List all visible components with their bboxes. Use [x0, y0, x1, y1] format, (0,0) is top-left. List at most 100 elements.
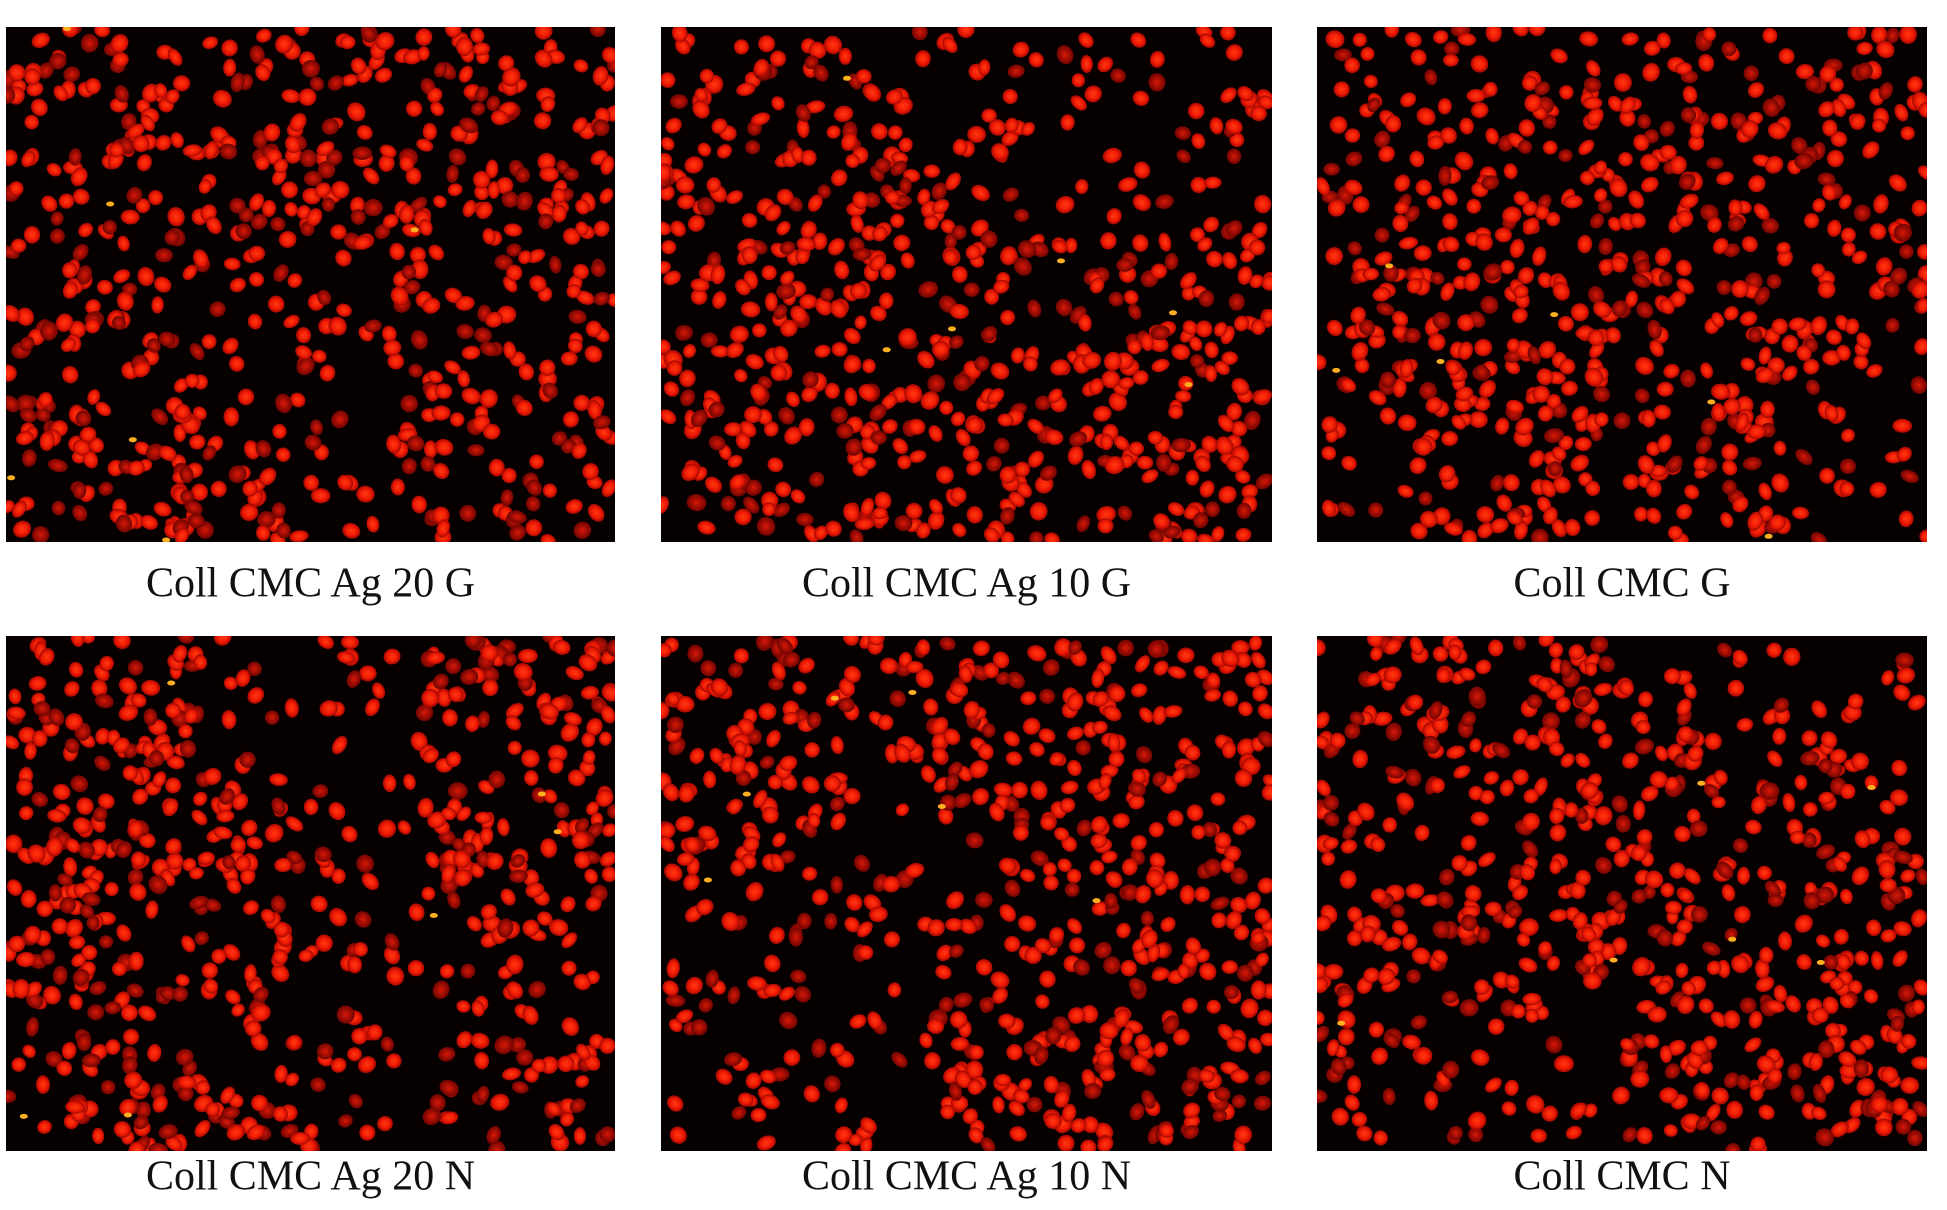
cell-nucleus	[32, 730, 48, 747]
cell-nucleus	[110, 34, 129, 53]
cell-nucleus	[1659, 298, 1675, 315]
cell-nucleus	[1398, 236, 1419, 250]
cell-nucleus	[1257, 877, 1272, 894]
cell-nucleus	[304, 434, 322, 451]
cell-nucleus	[1545, 1035, 1563, 1054]
cell-nucleus	[1325, 247, 1344, 266]
cell-nucleus	[421, 886, 436, 901]
cell-nucleus	[1194, 886, 1211, 903]
cell-nucleus	[1076, 819, 1092, 837]
cell-nucleus	[286, 850, 303, 864]
cell-nucleus	[1103, 351, 1122, 371]
cell-nucleus	[1675, 259, 1692, 277]
cell-nucleus	[1772, 727, 1787, 745]
cell-nucleus	[1676, 278, 1695, 295]
cell-nucleus	[1010, 347, 1025, 364]
cell-nucleus	[1257, 1009, 1272, 1027]
cell-nucleus	[1013, 1089, 1030, 1104]
cell-nucleus	[246, 1124, 266, 1141]
cell-nucleus	[1261, 275, 1272, 291]
cell-nucleus	[1224, 984, 1239, 1000]
cell-nucleus	[1524, 94, 1542, 113]
cell-nucleus	[1451, 415, 1466, 430]
cell-nucleus	[1869, 223, 1887, 240]
cell-nucleus	[1559, 358, 1576, 375]
cell-nucleus	[1186, 804, 1204, 822]
cell-nucleus	[470, 1032, 490, 1049]
cell-nucleus	[193, 791, 208, 806]
cell-nucleus	[1329, 116, 1348, 134]
cell-nucleus	[317, 160, 336, 179]
cell-nucleus	[661, 409, 677, 425]
cell-nucleus	[1519, 864, 1536, 881]
cell-nucleus	[184, 373, 200, 388]
cell-nucleus	[1564, 802, 1579, 818]
cell-nucleus	[278, 230, 297, 248]
cell-nucleus	[915, 50, 931, 68]
cell-nucleus	[1543, 506, 1558, 525]
cell-nucleus	[924, 1052, 941, 1070]
cell-nucleus	[430, 101, 445, 116]
cell-nucleus	[189, 343, 205, 360]
cell-nucleus	[1018, 1078, 1033, 1092]
cell-nucleus	[945, 172, 961, 191]
cell-nucleus	[1816, 844, 1836, 860]
cell-nucleus	[1875, 1118, 1893, 1137]
cell-nucleus	[581, 732, 596, 748]
cell-nucleus	[203, 767, 222, 785]
cell-nucleus	[1404, 327, 1421, 344]
cell-nucleus	[390, 286, 409, 306]
cell-nucleus	[764, 292, 778, 312]
cell-nucleus	[281, 181, 298, 199]
cell-nucleus	[874, 157, 891, 174]
cell-nucleus	[1559, 85, 1574, 100]
cell-nucleus	[938, 996, 954, 1013]
cell-nucleus	[1675, 962, 1689, 979]
cell-nucleus	[1475, 233, 1493, 251]
cell-nucleus	[852, 191, 869, 210]
cell-nucleus	[1803, 802, 1818, 817]
cell-nucleus	[1704, 732, 1722, 751]
cell-nucleus	[99, 935, 114, 949]
cell-nucleus	[1442, 188, 1458, 206]
cell-nucleus	[1622, 1127, 1638, 1143]
cell-nucleus	[879, 292, 894, 310]
cell-nucleus	[1676, 503, 1693, 520]
cell-nucleus	[69, 320, 86, 339]
cell-nucleus	[312, 349, 327, 363]
cell-nucleus	[744, 406, 762, 424]
cell-nucleus	[427, 370, 443, 384]
cell-nucleus	[1029, 502, 1048, 521]
cell-nucleus	[1527, 346, 1541, 365]
cell-nucleus	[798, 418, 815, 437]
cell-nucleus	[684, 836, 701, 853]
cell-nucleus	[1663, 1124, 1678, 1137]
cell-nucleus	[573, 973, 591, 991]
cell-nucleus	[796, 237, 816, 252]
cell-nucleus	[91, 679, 108, 698]
cell-nucleus	[542, 483, 558, 498]
cell-nucleus	[798, 657, 815, 674]
cell-nucleus	[502, 1067, 521, 1081]
cell-nucleus	[1174, 126, 1192, 141]
cell-nucleus	[1558, 435, 1574, 451]
cell-nucleus	[118, 704, 139, 721]
cell-nucleus	[1656, 381, 1674, 397]
cell-nucleus	[35, 407, 51, 422]
cell-nucleus	[303, 474, 320, 491]
cell-nucleus	[983, 527, 1000, 542]
cell-nucleus	[231, 1003, 245, 1017]
cell-nucleus	[1755, 976, 1775, 993]
cell-nucleus	[727, 454, 743, 468]
cell-nucleus	[223, 676, 238, 691]
cell-nucleus	[1193, 665, 1209, 680]
cell-nucleus	[173, 378, 189, 393]
cell-nucleus	[775, 481, 792, 498]
cell-nucleus	[824, 382, 840, 399]
cell-nucleus	[953, 373, 971, 392]
cell-nucleus	[1503, 163, 1518, 180]
cell-nucleus	[386, 966, 405, 986]
cell-nucleus	[341, 73, 359, 87]
cell-nucleus	[11, 1057, 26, 1072]
cell-nucleus	[1023, 356, 1038, 372]
